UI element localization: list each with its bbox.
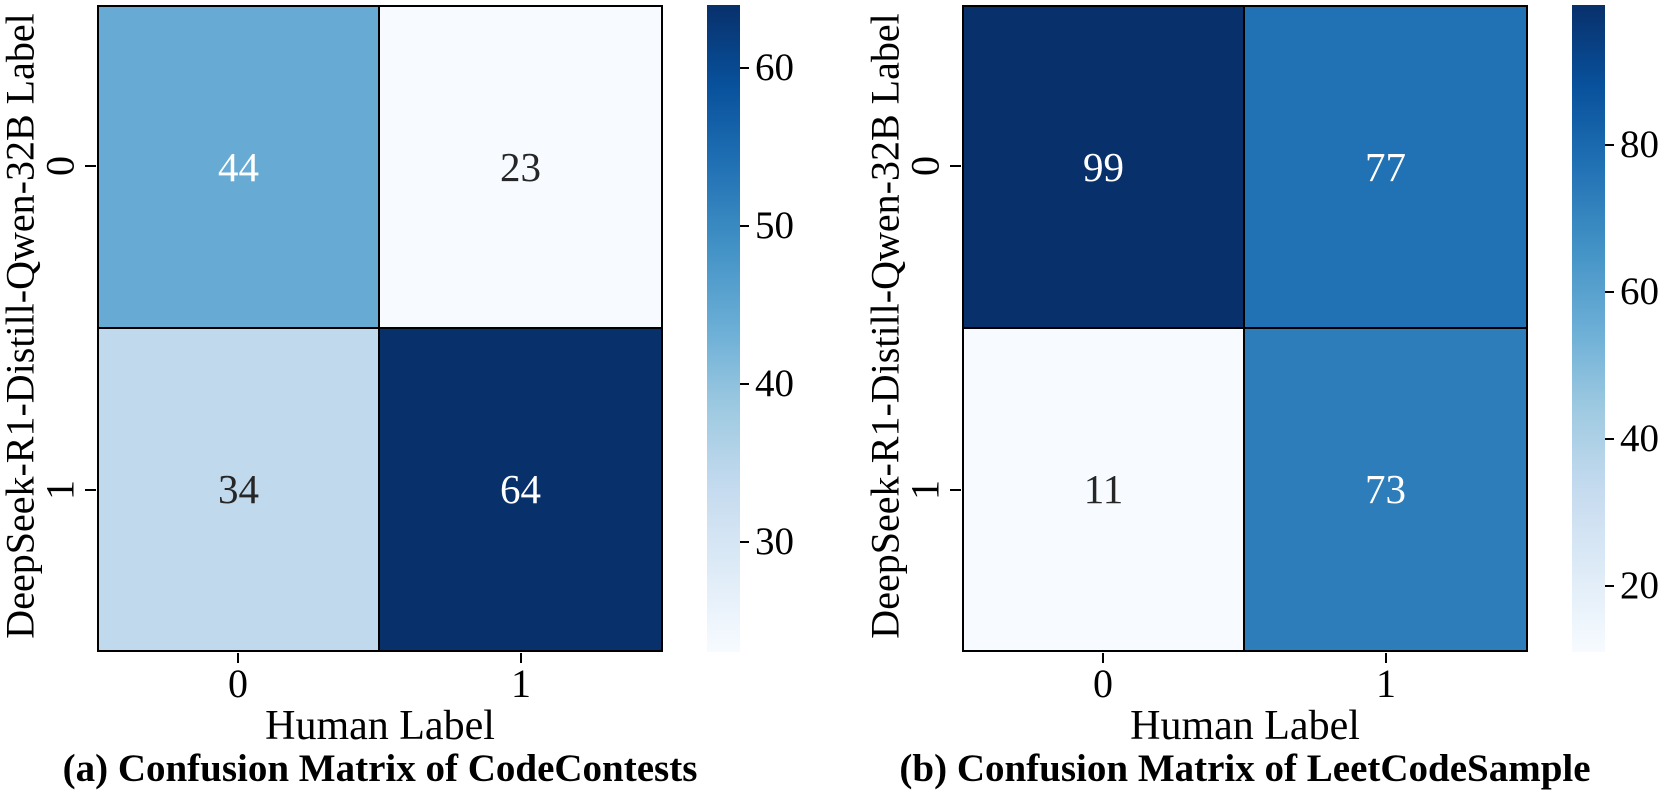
panel-codecontests: DeepSeek-R1-Distill-Qwen-32B Label 0 1 4… [0, 0, 796, 795]
colorbar-tick-label: 20 [1620, 563, 1659, 607]
y-tick-mark [950, 165, 961, 167]
colorbar-tick-mark [1605, 437, 1614, 440]
x-tick-mark [520, 653, 522, 663]
colorbar [1572, 5, 1605, 652]
colorbar-tick-label: 30 [755, 519, 794, 563]
colorbar-tick-label: 60 [1620, 269, 1659, 313]
matrix-cell-0-1: 23 [380, 7, 661, 329]
x-tick-label-0: 0 [228, 661, 248, 706]
matrix-cell-0-1: 77 [1245, 7, 1526, 329]
colorbar-tick-mark [740, 224, 749, 227]
x-tick-label-0: 0 [1093, 661, 1113, 706]
subplot-caption: (a) Confusion Matrix of CodeContests [62, 747, 698, 790]
colorbar-tick-label: 40 [755, 361, 794, 405]
colorbar-tick-mark [740, 67, 749, 70]
colorbar-tick-mark [740, 540, 749, 543]
y-tick-mark [85, 489, 96, 491]
x-tick-mark [237, 653, 239, 663]
panel-leetcodesample: DeepSeek-R1-Distill-Qwen-32B Label 0 1 9… [862, 0, 1661, 795]
matrix-cell-1-1: 64 [380, 328, 661, 650]
y-tick-label-1: 1 [902, 480, 948, 500]
x-axis-label: Human Label [1130, 703, 1360, 749]
colorbar [707, 5, 740, 652]
y-tick-mark [950, 489, 961, 491]
colorbar-tick-mark [1605, 143, 1614, 146]
x-tick-mark [1385, 653, 1387, 663]
y-tick-label-0: 0 [902, 156, 948, 176]
colorbar-tick-label: 40 [1620, 416, 1659, 460]
y-tick-mark [85, 165, 96, 167]
matrix-cell-0-0: 99 [964, 7, 1245, 329]
y-axis-label: DeepSeek-R1-Distill-Qwen-32B Label [862, 13, 908, 639]
colorbar-tick-mark [1605, 584, 1614, 587]
y-tick-label-1: 1 [37, 480, 83, 500]
colorbar-tick-label: 80 [1620, 122, 1659, 166]
colorbar-tick-mark [1605, 290, 1614, 293]
colorbar-tick-mark [740, 382, 749, 385]
heatmap-grid: 99 77 11 73 [962, 5, 1528, 652]
x-tick-label-1: 1 [511, 661, 531, 706]
colorbar-tick-label: 60 [755, 46, 794, 90]
y-axis-label: DeepSeek-R1-Distill-Qwen-32B Label [0, 13, 43, 639]
subplot-caption: (b) Confusion Matrix of LeetCodeSample [899, 747, 1591, 790]
matrix-cell-0-0: 44 [99, 7, 380, 329]
x-tick-mark [1102, 653, 1104, 663]
colorbar-tick-label: 50 [755, 203, 794, 247]
heatmap-grid: 44 23 34 64 [97, 5, 663, 652]
x-tick-label-1: 1 [1376, 661, 1396, 706]
matrix-cell-1-0: 11 [964, 328, 1245, 650]
matrix-cell-1-1: 73 [1245, 328, 1526, 650]
matrix-cell-1-0: 34 [99, 328, 380, 650]
x-axis-label: Human Label [265, 703, 495, 749]
y-tick-label-0: 0 [37, 156, 83, 176]
